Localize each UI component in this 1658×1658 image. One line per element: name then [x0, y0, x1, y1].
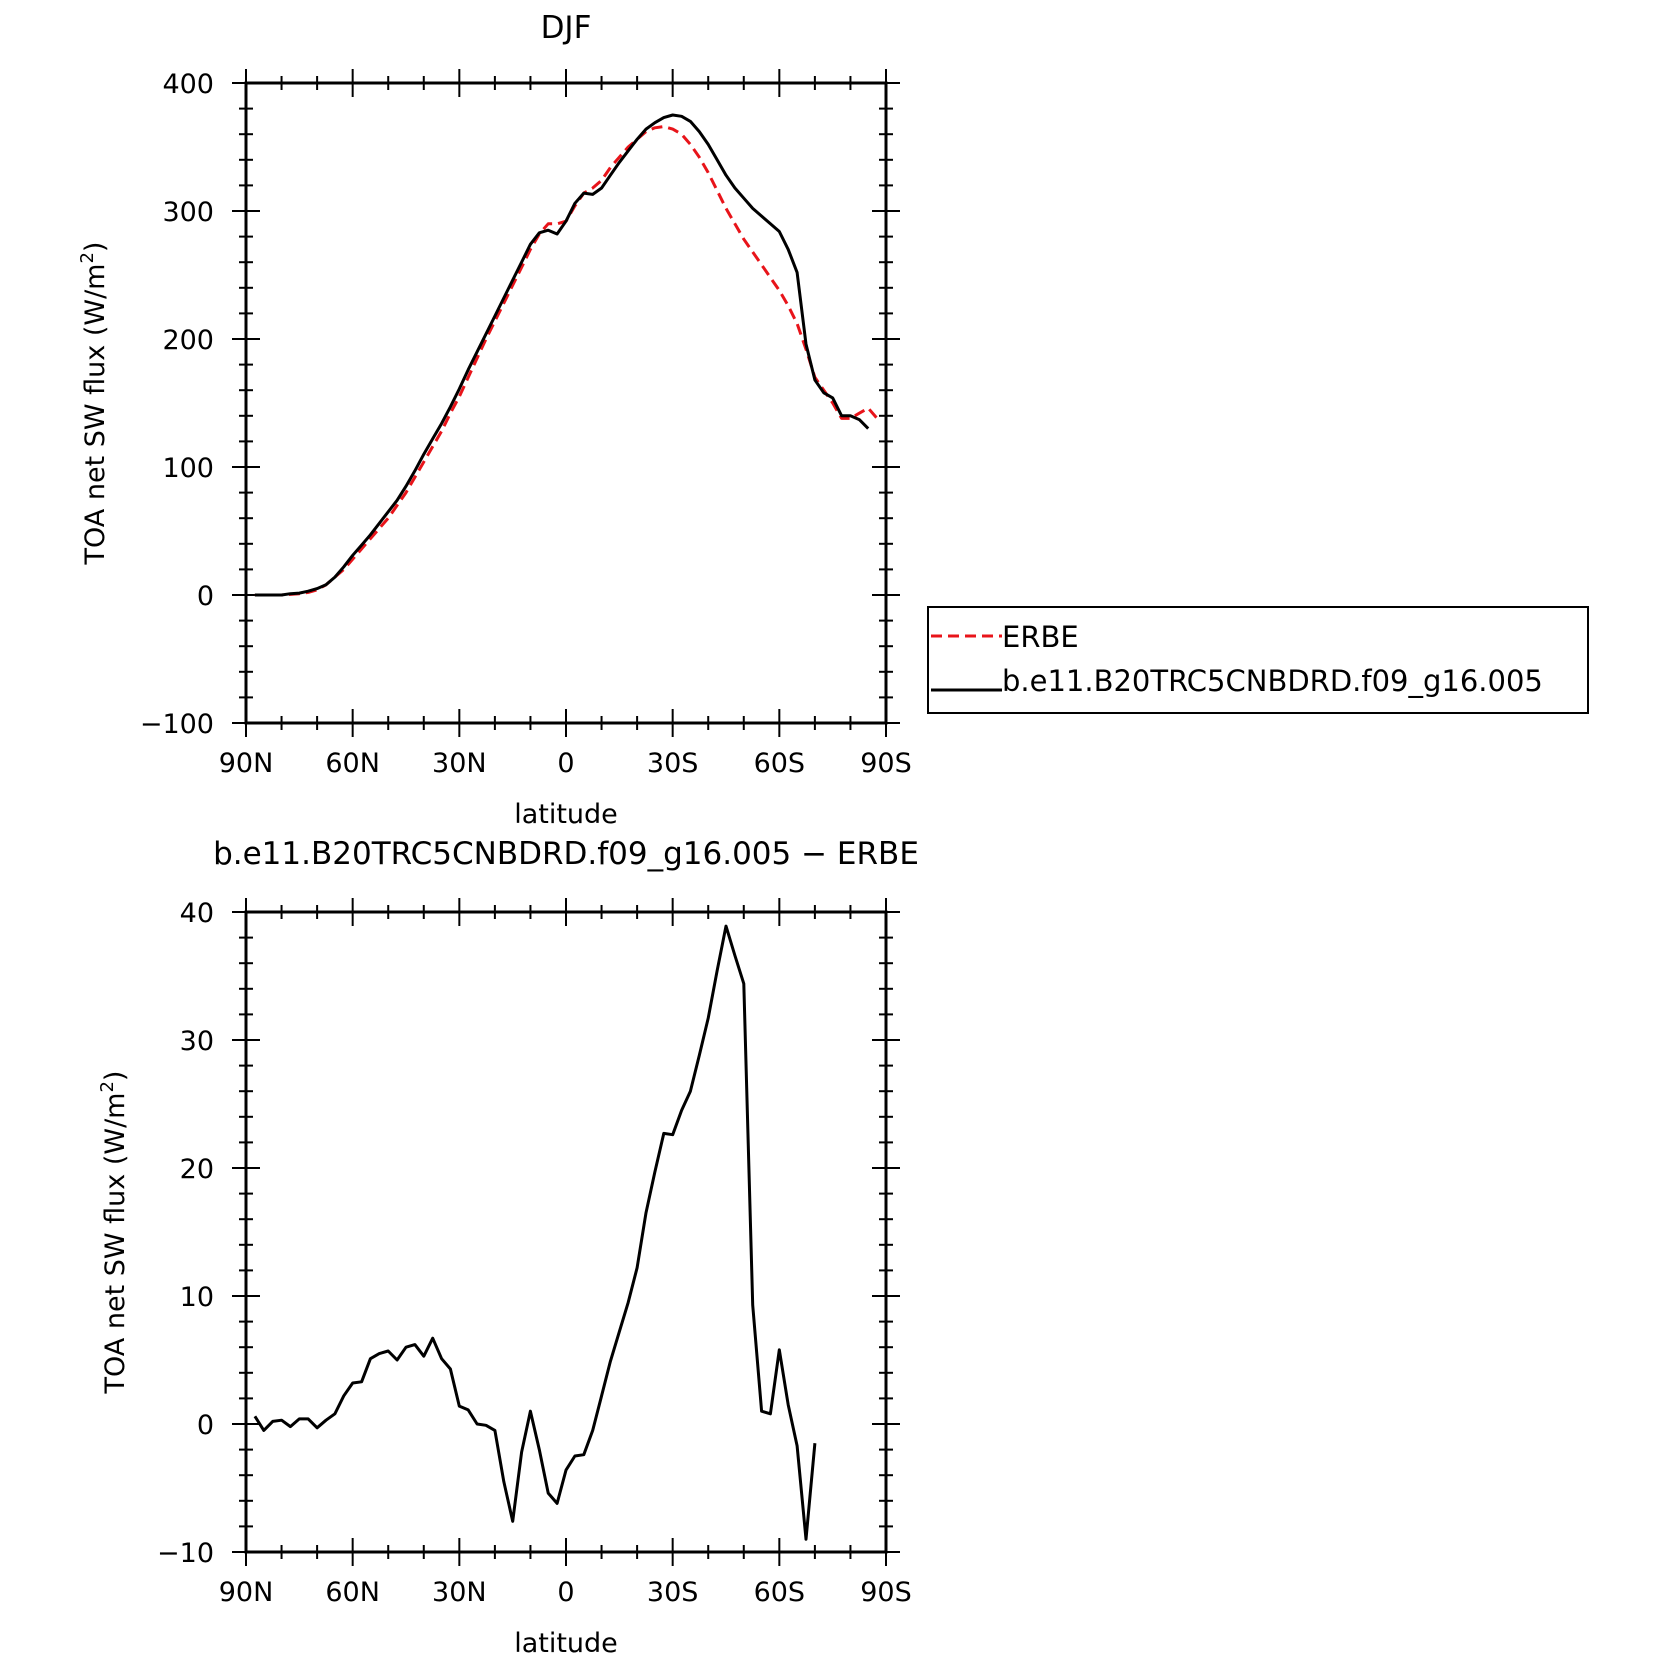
top-panel-y-axis-label-sup: 2	[77, 252, 98, 263]
bottom-x-tick-label: 60N	[325, 1577, 380, 1608]
bottom-y-tick-label: 10	[180, 1282, 214, 1313]
top-panel-tick-labels: −100 0 100 200 300 400 90N 60N 30N 0 30S 60S 90S	[140, 69, 912, 779]
bottom-x-tick-label: 30S	[647, 1577, 699, 1608]
top-panel-plot-frame	[244, 81, 888, 725]
bottom-panel-x-axis-label: latitude	[514, 1628, 618, 1658]
bottom-panel: b.e11.B20TRC5CNBDRD.f09_g16.005 − ERBE −…	[97, 836, 919, 1658]
bottom-panel-plot-frame	[244, 910, 888, 1554]
top-panel: DJF −100 0 100 200 300 400 90N 60N 30N 0 30S 60S 90S…	[77, 10, 1589, 830]
bottom-panel-y-axis-label: TOA net SW flux (W/m2)	[97, 1071, 131, 1395]
top-y-tick-label: 300	[162, 197, 214, 228]
legend-model-label: b.e11.B20TRC5CNBDRD.f09_g16.005	[1002, 664, 1543, 698]
bottom-y-tick-label: 30	[180, 1026, 214, 1057]
bottom-x-tick-label: 90S	[860, 1577, 912, 1608]
bottom-y-tick-label: 40	[180, 898, 214, 929]
bottom-panel-y-axis-label-main: TOA net SW flux (W/m	[100, 1093, 131, 1395]
top-panel-x-axis-label: latitude	[514, 799, 618, 830]
top-panel-title: DJF	[541, 10, 592, 46]
top-x-tick-label: 90S	[860, 748, 912, 779]
top-panel-y-axis-label-main: TOA net SW flux (W/m	[80, 264, 111, 566]
top-panel-y-axis-label: TOA net SW flux (W/m2)	[77, 242, 111, 566]
top-x-tick-label: 30S	[647, 748, 699, 779]
top-x-tick-label: 60N	[325, 748, 380, 779]
bottom-x-tick-label: 0	[557, 1577, 574, 1608]
top-series-line-1	[254, 113, 870, 597]
top-y-tick-label: 200	[162, 325, 214, 356]
top-y-tick-label: 400	[162, 69, 214, 100]
top-panel-ticks	[232, 69, 900, 737]
top-series-line-0	[254, 125, 879, 597]
bottom-series-line-0	[253, 924, 817, 1541]
bottom-panel-y-axis-label-sup: 2	[97, 1081, 118, 1092]
bottom-panel-series-group	[253, 924, 817, 1541]
top-y-tick-label: −100	[140, 709, 214, 740]
bottom-y-tick-label: 0	[197, 1410, 214, 1441]
legend: ERBE b.e11.B20TRC5CNBDRD.f09_g16.005	[927, 606, 1589, 714]
bottom-panel-y-axis-label-tail: )	[100, 1071, 131, 1082]
top-x-tick-label: 60S	[754, 748, 806, 779]
top-panel-y-axis-label-tail: )	[80, 242, 111, 253]
bottom-y-tick-label: −10	[157, 1538, 214, 1569]
bottom-panel-tick-labels: −10 0 10 20 30 40 90N 60N 30N 0 30S 60S 90S	[157, 898, 912, 1608]
top-y-tick-label: 100	[162, 453, 214, 484]
legend-erbe-label: ERBE	[1002, 620, 1079, 654]
top-x-tick-label: 0	[557, 748, 574, 779]
bottom-x-tick-label: 60S	[754, 1577, 806, 1608]
bottom-x-tick-label: 90N	[219, 1577, 274, 1608]
top-y-tick-label: 0	[197, 581, 214, 612]
bottom-x-tick-label: 30N	[432, 1577, 487, 1608]
bottom-y-tick-label: 20	[180, 1154, 214, 1185]
top-x-tick-label: 30N	[432, 748, 487, 779]
top-panel-series-group	[254, 113, 879, 597]
top-x-tick-label: 90N	[219, 748, 274, 779]
legend-box	[927, 606, 1589, 714]
bottom-panel-title: b.e11.B20TRC5CNBDRD.f09_g16.005 − ERBE	[213, 836, 919, 872]
